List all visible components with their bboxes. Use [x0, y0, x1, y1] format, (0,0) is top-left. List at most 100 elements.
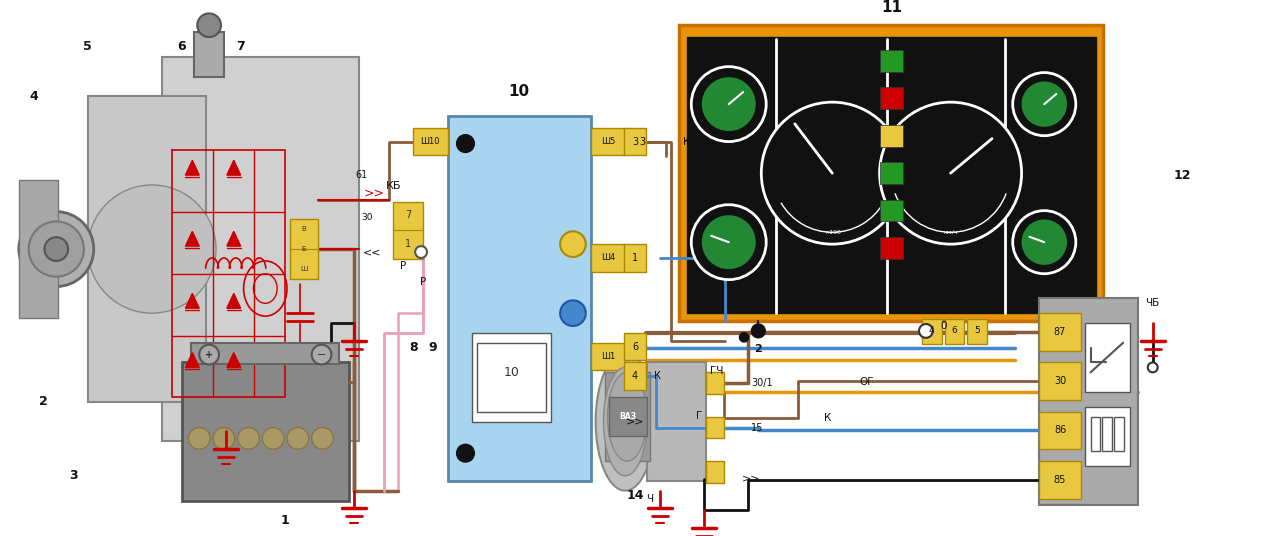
Text: ×100: ×100: [824, 230, 841, 235]
Text: >>: >>: [626, 416, 644, 427]
Bar: [393, 202, 424, 259]
Ellipse shape: [608, 373, 646, 461]
Text: 14: 14: [626, 489, 644, 502]
Text: Ш10: Ш10: [420, 137, 440, 146]
Bar: [1039, 412, 1080, 449]
Circle shape: [1012, 72, 1075, 136]
Text: 10: 10: [504, 366, 520, 379]
Bar: [1039, 299, 1138, 505]
Bar: [413, 128, 448, 155]
Circle shape: [561, 232, 586, 257]
Ellipse shape: [88, 185, 216, 313]
Bar: [1115, 416, 1124, 451]
Text: 85: 85: [1053, 475, 1066, 485]
Text: 2: 2: [754, 344, 762, 354]
Bar: [1039, 362, 1080, 400]
Text: 7: 7: [237, 40, 244, 54]
Bar: [1039, 313, 1080, 351]
Text: В: В: [301, 226, 306, 232]
Circle shape: [311, 345, 332, 364]
Ellipse shape: [197, 13, 221, 37]
Text: ГЧ: ГЧ: [710, 366, 723, 376]
Circle shape: [415, 246, 428, 258]
Text: 11: 11: [881, 0, 902, 15]
Circle shape: [751, 324, 765, 338]
Text: 3: 3: [632, 137, 639, 147]
Text: КБ: КБ: [385, 181, 401, 191]
Bar: [879, 87, 904, 109]
Text: 30: 30: [361, 213, 372, 222]
Circle shape: [457, 135, 475, 152]
Ellipse shape: [28, 221, 84, 277]
Circle shape: [1148, 362, 1157, 373]
Polygon shape: [186, 232, 200, 246]
Bar: [477, 343, 547, 412]
Ellipse shape: [45, 237, 68, 261]
Text: 15: 15: [751, 422, 764, 433]
Text: Р: Р: [401, 261, 407, 271]
Text: 1: 1: [280, 513, 289, 527]
Bar: [1084, 407, 1130, 466]
Text: 6: 6: [632, 341, 639, 352]
Polygon shape: [186, 160, 200, 175]
Bar: [88, 96, 206, 402]
Text: 4: 4: [29, 90, 38, 103]
Text: ●: ●: [737, 329, 750, 343]
Bar: [1039, 461, 1080, 498]
Bar: [625, 333, 646, 361]
Bar: [590, 244, 625, 272]
Text: 61: 61: [356, 170, 369, 180]
Circle shape: [287, 428, 308, 449]
Text: ВАЗ: ВАЗ: [620, 412, 636, 421]
Bar: [472, 333, 552, 422]
Text: Ш1: Ш1: [602, 352, 616, 361]
Circle shape: [457, 444, 475, 462]
Bar: [19, 180, 59, 318]
Bar: [879, 200, 904, 221]
Bar: [687, 37, 1096, 313]
Bar: [707, 373, 723, 394]
Text: >>: >>: [364, 187, 384, 199]
Bar: [968, 319, 987, 344]
Text: К: К: [654, 371, 662, 381]
Circle shape: [561, 300, 586, 326]
Polygon shape: [186, 293, 200, 308]
Text: 7: 7: [406, 210, 411, 220]
Circle shape: [691, 66, 767, 142]
Text: Ш5: Ш5: [602, 137, 616, 146]
Bar: [879, 237, 904, 259]
Text: 13: 13: [1080, 274, 1097, 287]
Polygon shape: [227, 353, 241, 367]
Bar: [707, 416, 723, 438]
Bar: [206, 431, 256, 490]
Text: 5: 5: [83, 40, 92, 54]
Bar: [448, 116, 590, 481]
Text: 1: 1: [406, 239, 411, 249]
Text: 0: 0: [941, 321, 947, 331]
Text: 2: 2: [40, 396, 47, 408]
Text: Ш4: Ш4: [602, 254, 616, 263]
Text: 6: 6: [177, 40, 186, 54]
Text: 3: 3: [69, 470, 77, 482]
Text: >>: >>: [742, 474, 760, 484]
Bar: [879, 125, 904, 146]
Bar: [922, 319, 942, 344]
Bar: [945, 319, 964, 344]
Bar: [192, 343, 339, 364]
Bar: [590, 343, 625, 370]
Text: 5: 5: [974, 326, 980, 336]
Bar: [879, 162, 904, 184]
Circle shape: [1021, 219, 1068, 265]
Text: 30/1: 30/1: [751, 378, 773, 388]
Text: ОГ: ОГ: [860, 377, 874, 387]
Bar: [609, 397, 646, 436]
Circle shape: [919, 324, 933, 338]
Bar: [625, 128, 646, 155]
Polygon shape: [186, 353, 200, 367]
Text: 6: 6: [951, 326, 957, 336]
Bar: [646, 362, 707, 481]
Ellipse shape: [595, 353, 655, 490]
Bar: [1084, 323, 1130, 392]
Bar: [182, 362, 349, 501]
Bar: [256, 451, 344, 490]
